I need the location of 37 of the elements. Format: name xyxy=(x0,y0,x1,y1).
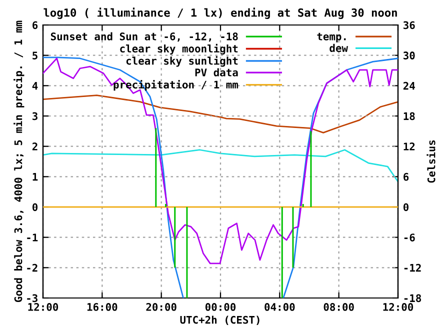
y2-tick-label: 30 xyxy=(403,52,415,60)
y-tick-label: 6 xyxy=(32,21,38,30)
legend-label: clear sky moonlight xyxy=(120,44,238,55)
y-tick-label: 3 xyxy=(32,112,38,120)
x-tick-label: 04:00 xyxy=(264,303,295,311)
y2-tick-label: 24 xyxy=(403,82,415,90)
x-tick-label: 12:00 xyxy=(383,303,414,311)
legend-label: PV data xyxy=(195,68,238,76)
x-tick-label: 08:00 xyxy=(324,303,354,311)
x-tick-label: 00:00 xyxy=(205,303,236,311)
y-tick-label: 0 xyxy=(32,203,38,212)
legend-label: clear sky sunlight xyxy=(126,56,238,67)
y2-tick-label: 18 xyxy=(404,112,415,120)
chart-title: log10 ( illuminance / 1 lx) ending at Sat Aug 30 noon xyxy=(44,8,397,19)
y2-tick-label: -6 xyxy=(404,234,415,242)
y-tick-label: 4 xyxy=(32,82,38,90)
y2-tick-label: -12 xyxy=(404,264,421,272)
legend-label: Sunset and Sun at -6, -12, -18 xyxy=(50,32,238,42)
y-tick-label: 2 xyxy=(32,142,38,150)
y-axis-title: Good below 3.6, 4000 lx; 5 min precip. / 1 mm xyxy=(14,20,24,302)
legend-label: dew xyxy=(330,44,348,52)
y2-tick-label: 0 xyxy=(403,203,409,212)
x-axis-title: UTC+2h (CEST) xyxy=(180,316,260,326)
y2-tick-label: 12 xyxy=(404,142,415,150)
legend-label: temp. xyxy=(317,32,346,42)
x-tick-label: 12:00 xyxy=(28,303,58,311)
y-tick-label: 5 xyxy=(32,52,38,60)
y-tick-label: -2 xyxy=(27,264,38,272)
y-tick-label: -1 xyxy=(27,234,38,242)
y2-tick-label: -18 xyxy=(404,294,422,302)
x-tick-label: 20:00 xyxy=(146,303,176,311)
x-tick-label: 16:00 xyxy=(87,303,118,311)
y-tick-label: -3 xyxy=(27,294,38,302)
y2-axis-title: Celsius xyxy=(426,140,436,183)
y2-tick-label: 6 xyxy=(404,172,409,181)
y2-tick-label: 36 xyxy=(403,21,415,30)
y-tick-label: 1 xyxy=(32,173,38,181)
